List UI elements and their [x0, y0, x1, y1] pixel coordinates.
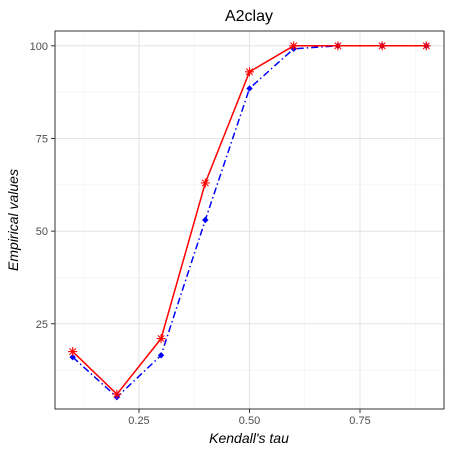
- x-tick-label: 0.75: [349, 415, 370, 427]
- y-axis: 25 50 75 100: [30, 41, 55, 331]
- series-2-point: [200, 178, 210, 188]
- x-tick-label: 0.25: [128, 415, 149, 427]
- x-tick-label: 0.50: [239, 415, 260, 427]
- series-2-point: [68, 347, 78, 357]
- series-2-point: [421, 41, 431, 51]
- series-2-point: [112, 389, 122, 399]
- y-tick-label: 75: [36, 133, 48, 145]
- series-1-point: [157, 352, 165, 359]
- series-2-point: [289, 41, 299, 51]
- series-1-point: [202, 216, 209, 224]
- x-axis-title: Kendall's tau: [209, 430, 289, 446]
- series-2-point: [333, 41, 343, 51]
- series-2-point: [156, 334, 166, 344]
- series-1-point: [69, 353, 76, 361]
- grid-major: [55, 31, 444, 409]
- y-tick-label: 100: [30, 41, 48, 53]
- series-2-point: [377, 41, 387, 51]
- y-axis-title: Empirical values: [5, 169, 21, 271]
- chart-title: A2clay: [225, 8, 273, 25]
- y-tick-label: 25: [36, 319, 48, 331]
- series-2-point: [245, 67, 254, 77]
- series-2: [68, 41, 431, 399]
- series-1-point: [246, 85, 253, 92]
- y-tick-label: 50: [36, 226, 48, 238]
- x-axis: 0.25 0.50 0.75: [128, 409, 371, 427]
- series-layer: [68, 41, 431, 401]
